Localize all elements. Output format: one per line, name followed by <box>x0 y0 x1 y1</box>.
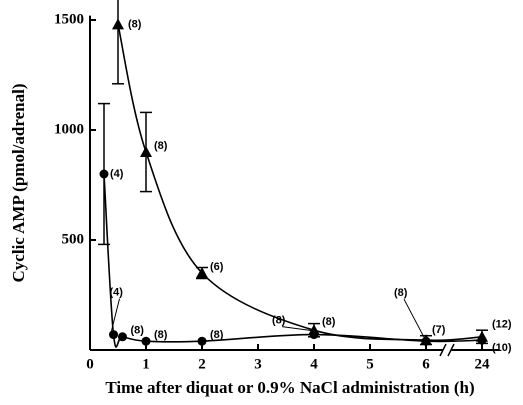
y-tick-label: 1000 <box>54 121 84 137</box>
circle-marker <box>197 336 207 346</box>
circle-marker <box>421 336 431 346</box>
n-label: (4) <box>110 168 124 180</box>
trend-line <box>117 24 483 342</box>
annotation-arrow <box>281 326 313 332</box>
circle-marker <box>141 336 151 346</box>
y-tick-label: 500 <box>62 231 85 247</box>
y-axis-label: Cyclic AMP (pmol/adrenal) <box>9 84 28 283</box>
x-tick-label: 0 <box>86 356 94 372</box>
n-label: (8) <box>394 287 408 299</box>
n-label: (8) <box>272 315 286 327</box>
n-label: (8) <box>154 329 168 341</box>
triangle-marker <box>112 18 124 30</box>
triangle-marker <box>196 267 208 278</box>
annotation-arrow <box>403 298 425 338</box>
trend-line <box>103 173 483 348</box>
axis-break <box>439 343 447 357</box>
x-tick-label: 24 <box>475 356 491 372</box>
n-label: (8) <box>322 316 336 328</box>
n-label: (8) <box>210 329 224 341</box>
x-tick-label: 5 <box>366 356 374 372</box>
x-tick-label: 2 <box>198 356 206 372</box>
circle-marker <box>477 335 487 345</box>
axis-break <box>447 343 455 357</box>
circle-marker <box>99 169 109 179</box>
n-label: (4) <box>110 287 124 299</box>
n-label: (12) <box>492 319 512 331</box>
x-axis-label: Time after diquat or 0.9% NaCl administr… <box>105 378 474 397</box>
n-label: (8) <box>154 140 168 152</box>
annotation-arrow <box>111 298 121 331</box>
triangle-marker <box>140 146 152 157</box>
x-tick-label: 6 <box>422 356 430 372</box>
n-label: (8) <box>128 18 142 30</box>
x-tick-label: 4 <box>310 356 318 372</box>
n-label: (7) <box>432 324 446 336</box>
n-label: (6) <box>210 261 224 273</box>
n-label: (8) <box>130 325 144 337</box>
circle-marker <box>309 330 319 340</box>
circle-marker <box>109 330 119 340</box>
x-tick-label: 3 <box>254 356 262 372</box>
x-tick-label: 1 <box>142 356 150 372</box>
circle-marker <box>117 332 127 342</box>
y-tick-label: 1500 <box>54 11 84 27</box>
n-label: (10) <box>492 342 512 354</box>
